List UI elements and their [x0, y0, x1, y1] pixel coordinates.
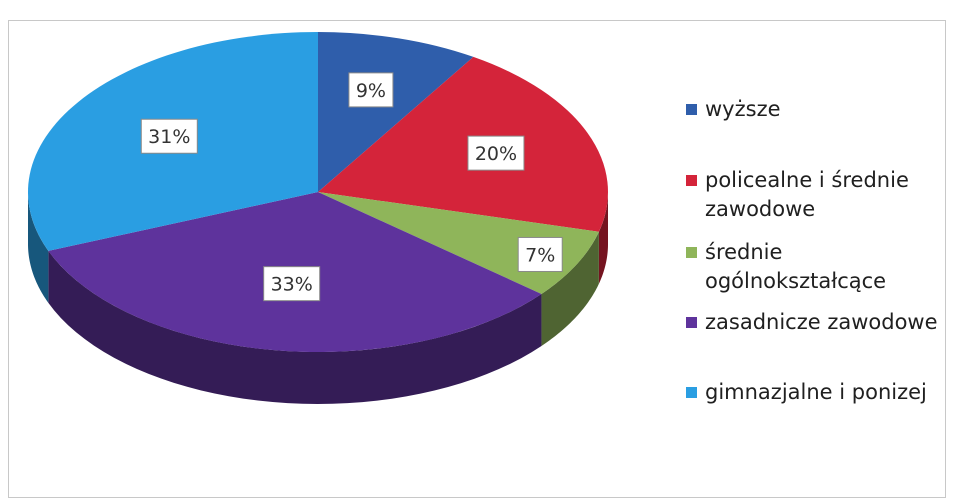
pie-data-labels: 9% 20% 7% 33% 31%: [140, 72, 563, 302]
pie-sides: [28, 192, 608, 404]
legend-label-line: policealne i średnie: [705, 168, 909, 192]
legend-label-line: gimnazjalne i ponizej: [705, 380, 927, 404]
data-label-policealne-i-rednie-zawodowe: 20%: [467, 135, 525, 171]
legend-marker-icon: [686, 247, 697, 258]
pie-slice-side-gimnazjalne-i-ponizej: [28, 192, 49, 303]
pie-slice-wy-sze: [318, 32, 474, 192]
legend-label-line: zasadnicze zawodowe: [705, 310, 938, 334]
data-label-zasadnicze-zawodowe: 33%: [263, 266, 321, 302]
legend-marker-icon: [686, 387, 697, 398]
data-label-wy-sze: 9%: [348, 72, 394, 108]
legend-label-line: wyższe: [705, 97, 781, 121]
data-label-rednie-og-lnokszta-c-ce: 7%: [517, 236, 563, 272]
data-label-text: 9%: [356, 80, 386, 102]
legend-label-line: średnie: [705, 240, 783, 264]
pie-slice-side-zasadnicze-zawodowe: [48, 250, 542, 404]
data-label-text: 31%: [148, 126, 190, 148]
data-label-text: 33%: [271, 274, 313, 296]
pie-slice-policealne-i-rednie-zawodowe: [318, 56, 608, 232]
legend-marker-icon: [686, 317, 697, 328]
pie-slice-side-policealne-i-rednie-zawodowe: [598, 192, 608, 284]
legend-label-line: zawodowe: [705, 197, 816, 221]
data-label-text: 20%: [475, 143, 517, 165]
pie-tops: [27, 32, 608, 353]
legend-marker-icon: [686, 104, 697, 115]
legend-label-line: ogólnokształcące: [705, 269, 887, 293]
data-label-text: 7%: [525, 244, 555, 266]
legend-marker-icon: [686, 175, 697, 186]
data-label-gimnazjalne-i-ponizej: 31%: [140, 118, 198, 154]
pie-slice-side-rednie-og-lnokszta-c-ce: [541, 231, 599, 346]
